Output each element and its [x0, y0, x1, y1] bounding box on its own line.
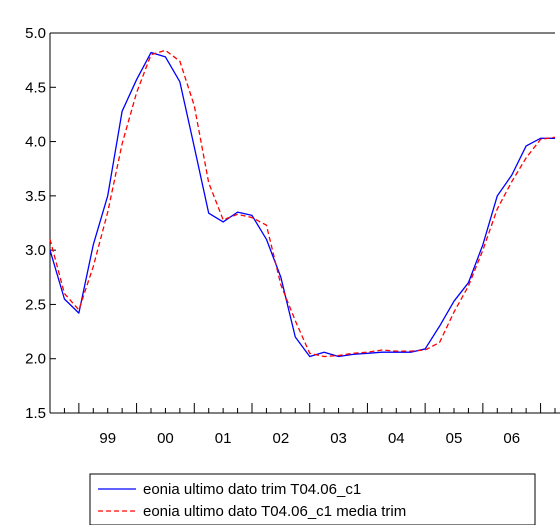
legend: eonia ultimo dato trim T04.06_c1 eonia u… [89, 473, 536, 525]
x-tick-label: 02 [273, 430, 290, 447]
y-tick-label: 4.0 [25, 134, 46, 151]
legend-label-series-1: eonia ultimo dato trim T04.06_c1 [143, 481, 361, 498]
y-tick-label: 2.5 [25, 296, 46, 313]
x-tick-label: 01 [215, 430, 232, 447]
series-layer [49, 49, 556, 358]
y-tick-label: 3.5 [25, 188, 46, 205]
x-tick-label: 03 [330, 430, 347, 447]
plot-frame [49, 32, 560, 414]
y-tick-label: 4.5 [25, 79, 46, 96]
x-axis: 990001020304050607 [63, 403, 556, 447]
series-line-1 [49, 51, 555, 358]
x-tick-label: 00 [157, 430, 174, 447]
y-axis: 1.5 2.0 2.5 3.0 3.5 4.0 4.5 5.0 [25, 25, 56, 422]
y-tick-label: 3.0 [25, 242, 46, 259]
y-tick-label: 1.5 [25, 405, 46, 422]
legend-box [89, 473, 536, 525]
series-line-2 [49, 49, 556, 358]
y-tick-label: 2.0 [25, 351, 46, 368]
x-tick-label: 04 [388, 430, 405, 447]
x-tick-label: 99 [99, 430, 116, 447]
legend-label-series-2: eonia ultimo dato T04.06_c1 media trim [143, 503, 406, 520]
x-tick-label: 06 [503, 430, 520, 447]
y-tick-label: 5.0 [25, 25, 46, 42]
x-tick-label: 05 [446, 430, 463, 447]
